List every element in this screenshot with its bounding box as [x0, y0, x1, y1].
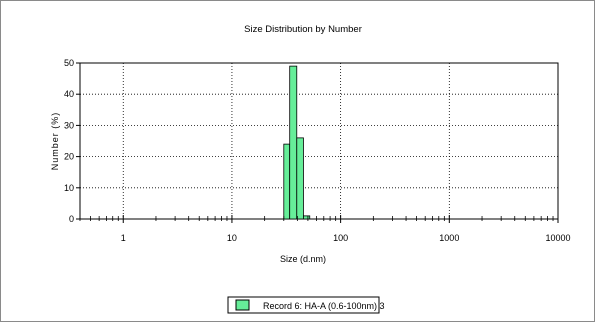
histogram-bar: [296, 137, 304, 220]
histogram-bar: [303, 215, 311, 220]
y-axis-label: Number (%): [50, 112, 60, 171]
x-axis-label: Size (d.nm): [280, 254, 326, 264]
bars: [283, 65, 311, 220]
y-axis-ticks: 0 10 20 30 40 50: [64, 58, 80, 224]
x-tick-label: 1000: [439, 233, 459, 243]
y-tick-label: 20: [64, 152, 74, 162]
y-tick-label: 50: [64, 58, 74, 68]
x-tick-label: 10: [227, 233, 237, 243]
x-tick-label: 100: [333, 233, 348, 243]
x-axis-ticks: 1 10 100 1000 10000: [79, 215, 571, 243]
plot-area: [79, 62, 559, 220]
x-tick-label: 1: [121, 233, 126, 243]
y-tick-label: 40: [64, 89, 74, 99]
histogram-bar: [289, 65, 298, 220]
legend-box: [227, 296, 380, 314]
grid-lines: [80, 63, 558, 219]
chart-title: Size Distribution by Number: [244, 24, 362, 35]
legend: Record 6: HA-A (0.6-100nm) 3: [227, 296, 385, 314]
histogram-bar: [283, 143, 291, 220]
y-tick-label: 30: [64, 120, 74, 130]
y-tick-label: 0: [69, 214, 74, 224]
y-tick-label: 10: [64, 183, 74, 193]
x-tick-label: 10000: [545, 233, 570, 243]
legend-swatch: [235, 299, 250, 311]
legend-entry: Record 6: HA-A (0.6-100nm) 3: [263, 301, 385, 311]
chart-canvas: Size Distribution by Number 1 10 100 1000 10…: [50, 24, 571, 314]
